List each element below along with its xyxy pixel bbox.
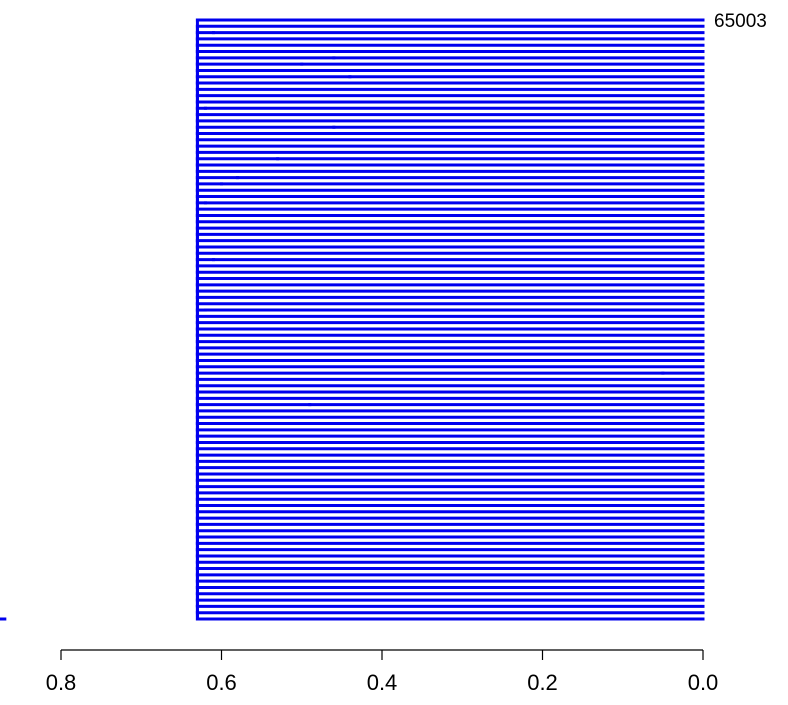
x-axis-tick-label: 0.4 (367, 670, 398, 695)
dendrogram-links (0, 18, 705, 621)
leaf-labels: 65003 (714, 11, 767, 32)
x-axis-tick-label: 0.2 (527, 670, 558, 695)
x-axis-tick-label: 0.8 (46, 670, 77, 695)
x-axis-tick-label: 0.6 (206, 670, 237, 695)
x-axis: 0.8 0.6 0.4 0.2 0.0 (46, 649, 719, 695)
x-axis-ticks: 0.8 0.6 0.4 0.2 0.0 (46, 650, 719, 695)
leaf-label: 65003 (714, 11, 767, 32)
x-axis-tick-label: 0.0 (688, 670, 719, 695)
